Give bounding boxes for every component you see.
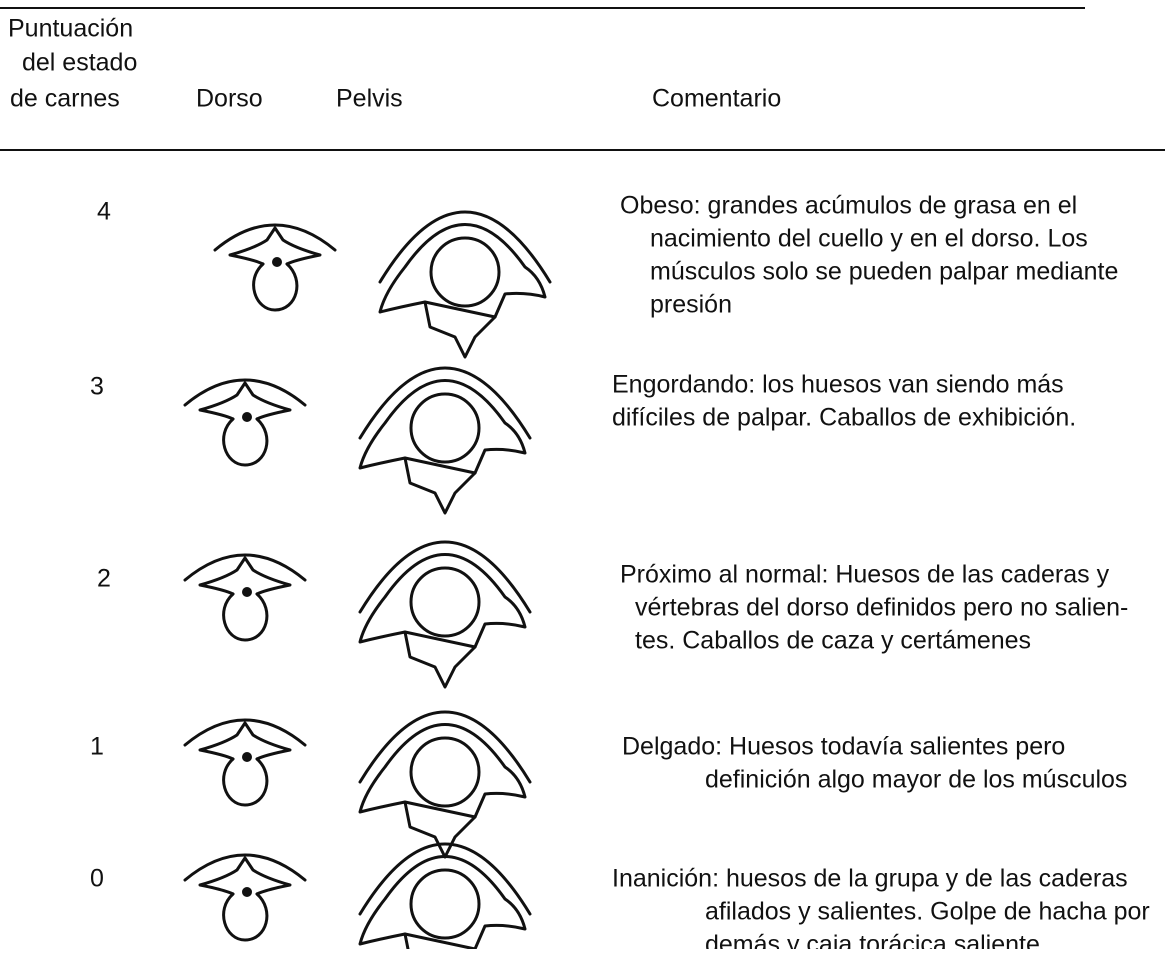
- score: 2: [97, 565, 111, 593]
- dorso-drawing: [213, 223, 337, 312]
- score: 0: [90, 865, 104, 893]
- comment-line: Obeso: grandes acúmulos de grasa en el: [620, 192, 1077, 220]
- header-score: de carnes: [10, 85, 120, 113]
- comment-line: músculos solo se pueden palpar mediante: [650, 258, 1118, 286]
- pelvis-drawing: [358, 540, 532, 689]
- comment-line: Delgado: Huesos todavía salientes pero: [622, 733, 1065, 761]
- dorso-drawing: [183, 378, 307, 467]
- comment-line: afilados y salientes. Golpe de hacha por: [705, 898, 1150, 926]
- pelvis-drawing: [358, 842, 532, 954]
- score: 1: [90, 733, 104, 761]
- header-pelvis: Pelvis: [336, 85, 403, 113]
- comment-line: Próximo al normal: Huesos de las caderas…: [620, 561, 1110, 589]
- header-score: del estado: [22, 49, 137, 77]
- comment-line: difíciles de palpar. Caballos de exhibic…: [612, 404, 1076, 432]
- comment-line: Engordando: los huesos van siendo más: [612, 371, 1064, 399]
- dorso-drawing: [183, 553, 307, 642]
- pelvis-drawing: [378, 210, 552, 359]
- comment-line: definición algo mayor de los músculos: [705, 766, 1127, 794]
- header-dorso: Dorso: [196, 85, 263, 113]
- comment-line: nacimiento del cuello y en el dorso. Los: [650, 225, 1088, 253]
- comment-line: presión: [650, 291, 732, 319]
- score: 3: [90, 373, 104, 401]
- comment-line: tes. Caballos de caza y certámenes: [635, 627, 1031, 655]
- score: 4: [97, 198, 111, 226]
- pelvis-drawing: [358, 710, 532, 859]
- header-comment: Comentario: [652, 85, 781, 113]
- pelvis-drawing: [358, 366, 532, 515]
- comment-line: Inanición: huesos de la grupa y de las c…: [612, 865, 1128, 893]
- dorso-drawing: [183, 853, 307, 942]
- comment-line: vértebras del dorso definidos pero no sa…: [635, 594, 1128, 622]
- comment-line: demás y caja torácica saliente.: [705, 931, 1047, 949]
- dorso-drawing: [183, 718, 307, 807]
- header-score: Puntuación: [8, 15, 133, 43]
